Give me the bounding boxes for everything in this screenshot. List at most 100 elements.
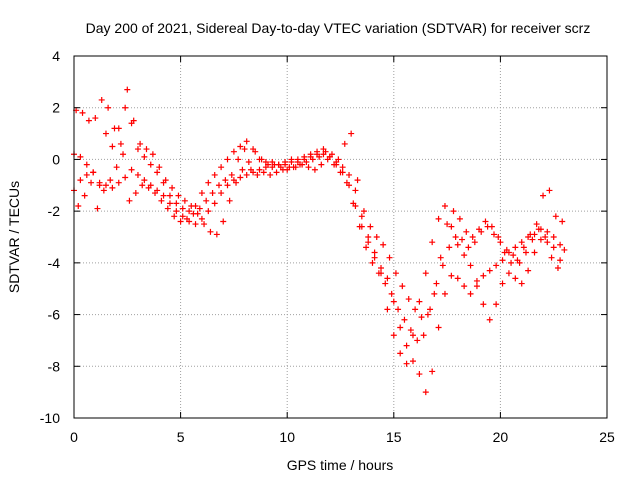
data-point — [378, 265, 385, 272]
data-point — [177, 218, 184, 225]
data-point — [339, 164, 346, 171]
y-tick-label: 0 — [52, 151, 60, 167]
data-point — [254, 171, 261, 178]
data-point — [79, 109, 86, 116]
data-point — [480, 301, 487, 308]
data-point — [198, 190, 205, 197]
data-point — [525, 267, 532, 274]
data-point — [213, 231, 220, 238]
data-point — [134, 171, 141, 178]
data-point — [493, 301, 500, 308]
data-point — [529, 236, 536, 243]
data-point — [134, 146, 141, 153]
data-point — [102, 182, 109, 189]
data-point — [416, 298, 423, 305]
data-point — [85, 117, 92, 124]
data-point — [433, 280, 440, 287]
data-point — [166, 192, 173, 199]
data-point — [346, 171, 353, 178]
data-point — [484, 223, 491, 230]
data-point — [201, 221, 208, 228]
data-point — [96, 182, 103, 189]
data-point — [102, 130, 109, 137]
data-point — [540, 192, 547, 199]
data-point — [429, 239, 436, 246]
data-point — [497, 239, 504, 246]
data-point — [429, 368, 436, 375]
data-point — [243, 138, 250, 145]
data-point — [478, 228, 485, 235]
series-track-3 — [75, 146, 561, 344]
data-point — [179, 213, 186, 220]
data-point — [239, 166, 246, 173]
data-point — [493, 262, 500, 269]
data-point — [98, 96, 105, 103]
data-point — [211, 200, 218, 207]
data-point — [205, 208, 212, 215]
data-point — [380, 241, 387, 248]
y-tick-label: 2 — [52, 100, 60, 116]
data-point — [473, 277, 480, 284]
y-tick-labels: -10 -8 -6 -4 -2 0 2 4 — [40, 48, 60, 426]
data-point — [160, 179, 167, 186]
data-point — [448, 223, 455, 230]
data-point — [262, 159, 269, 166]
x-tick-label: 5 — [177, 429, 185, 445]
data-point — [559, 218, 566, 225]
data-point — [397, 324, 404, 331]
data-point — [365, 234, 372, 240]
data-point — [92, 115, 99, 122]
data-point — [505, 270, 512, 277]
data-point — [139, 182, 146, 189]
data-point — [126, 197, 133, 204]
data-point — [224, 182, 231, 189]
data-point — [386, 254, 393, 261]
data-point — [124, 86, 131, 93]
data-point — [412, 306, 419, 313]
data-point — [384, 275, 391, 282]
data-point — [452, 234, 459, 240]
data-point — [279, 166, 286, 173]
data-point — [128, 166, 135, 173]
data-point — [173, 208, 180, 215]
data-point — [550, 234, 557, 240]
data-point — [233, 179, 240, 186]
data-point — [518, 280, 525, 287]
data-point — [495, 234, 502, 240]
data-point — [286, 164, 293, 171]
series-track-1 — [71, 151, 568, 396]
data-point — [147, 161, 154, 168]
data-point — [348, 130, 355, 137]
data-point — [435, 215, 442, 222]
data-point — [288, 156, 295, 163]
data-point — [292, 164, 299, 171]
data-point — [299, 161, 306, 168]
data-point — [152, 190, 159, 197]
data-point — [416, 371, 423, 378]
data-point — [554, 265, 561, 272]
data-point — [473, 283, 480, 290]
data-point — [401, 316, 408, 323]
data-point — [316, 153, 323, 160]
data-point — [100, 187, 107, 194]
data-point — [382, 280, 389, 287]
data-point — [499, 280, 506, 287]
data-point — [373, 234, 380, 240]
data-point — [444, 221, 451, 228]
data-point — [222, 177, 229, 184]
data-point — [557, 241, 564, 248]
data-point — [122, 104, 129, 111]
data-point — [407, 327, 414, 334]
chart-title: Day 200 of 2021, Sidereal Day-to-day VTE… — [86, 20, 591, 36]
data-point — [117, 140, 124, 147]
data-point — [424, 311, 431, 318]
data-point — [90, 169, 97, 176]
y-tick-label: -8 — [48, 358, 61, 374]
data-point — [454, 241, 461, 248]
data-point — [542, 234, 549, 240]
data-point — [461, 252, 468, 259]
data-point — [301, 153, 308, 160]
data-point — [120, 151, 127, 158]
data-point — [392, 270, 399, 277]
